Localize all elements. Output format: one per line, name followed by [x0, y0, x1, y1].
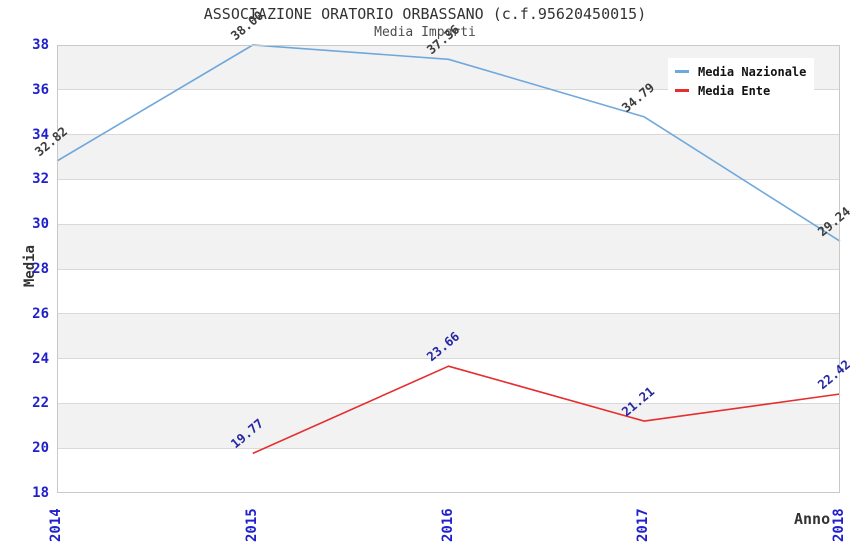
y-tick-label: 32 — [32, 171, 49, 188]
y-tick-label: 20 — [32, 440, 49, 457]
x-axis-label: Anno — [794, 510, 831, 528]
legend-marker-media-ente — [675, 89, 689, 92]
y-tick-label: 26 — [32, 305, 49, 322]
gridline — [57, 223, 840, 225]
y-tick-label: 36 — [32, 81, 49, 98]
plot-band — [57, 134, 840, 180]
legend: Media Nazionale Media Ente — [668, 58, 814, 104]
gridline — [57, 268, 840, 270]
gridline — [57, 402, 840, 404]
series-lines — [56, 44, 841, 455]
legend-label: Media Ente — [698, 83, 771, 98]
y-tick-label: 18 — [32, 485, 49, 501]
y-tick-label: 30 — [32, 216, 49, 233]
x-tick-label: 2018 — [831, 508, 847, 542]
legend-label: Media Nazionale — [698, 64, 807, 79]
y-tick-label: 24 — [32, 350, 49, 367]
legend-item: Media Nazionale — [668, 62, 814, 81]
x-tick-label: 2014 — [48, 508, 64, 542]
gridline — [57, 358, 840, 360]
gridline — [57, 134, 840, 136]
chart-title: ASSOCIAZIONE ORATORIO ORBASSANO (c.f.956… — [203, 5, 647, 23]
y-tick-label: 22 — [32, 395, 49, 412]
plot-area: 32.82 38.00 37.36 34.79 29.24 19.77 23.66 21.21… — [32, 8, 850, 493]
gridline — [57, 313, 840, 315]
plot-band — [57, 313, 840, 359]
plot-band — [57, 403, 840, 449]
plot-band — [57, 224, 840, 269]
x-tick-label: 2017 — [635, 508, 652, 542]
series-line-media-ente — [252, 365, 841, 455]
gridline — [57, 447, 840, 449]
legend-item: Media Ente — [668, 81, 814, 100]
gridline — [57, 89, 840, 91]
chart-subtitle: Media Importi — [374, 25, 476, 40]
x-tick-label: 2016 — [439, 508, 456, 542]
series-line-media-nazionale — [56, 44, 841, 242]
y-tick-label: 38 — [32, 37, 49, 53]
y-tick-label: 28 — [32, 261, 49, 277]
legend-marker-media-nazionale — [675, 70, 689, 73]
y-tick-label: 34 — [32, 126, 49, 143]
gridline — [57, 178, 840, 180]
x-tick-label: 2015 — [243, 508, 260, 542]
